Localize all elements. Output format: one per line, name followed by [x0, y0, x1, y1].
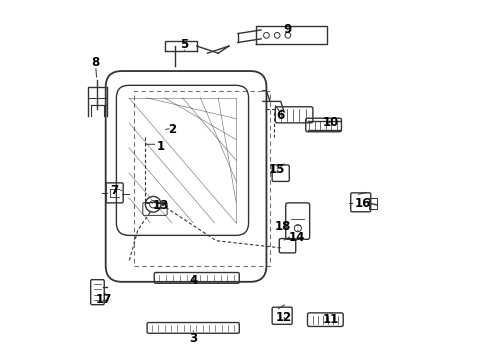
Text: 4: 4 [189, 274, 197, 287]
Text: 12: 12 [276, 311, 293, 324]
Text: 5: 5 [180, 38, 188, 51]
Text: 14: 14 [289, 231, 305, 244]
Text: 15: 15 [269, 163, 285, 176]
Text: 6: 6 [276, 109, 285, 122]
Text: 16: 16 [355, 197, 371, 210]
Text: 18: 18 [274, 220, 291, 233]
Text: 7: 7 [111, 184, 119, 197]
Text: 1: 1 [157, 140, 165, 153]
Text: 11: 11 [322, 313, 339, 326]
Text: 10: 10 [322, 116, 339, 129]
Text: 8: 8 [91, 55, 99, 69]
Text: 2: 2 [168, 123, 176, 136]
Text: 9: 9 [284, 23, 292, 36]
Text: 13: 13 [153, 198, 169, 212]
Text: 3: 3 [189, 333, 197, 346]
Text: 17: 17 [96, 293, 112, 306]
